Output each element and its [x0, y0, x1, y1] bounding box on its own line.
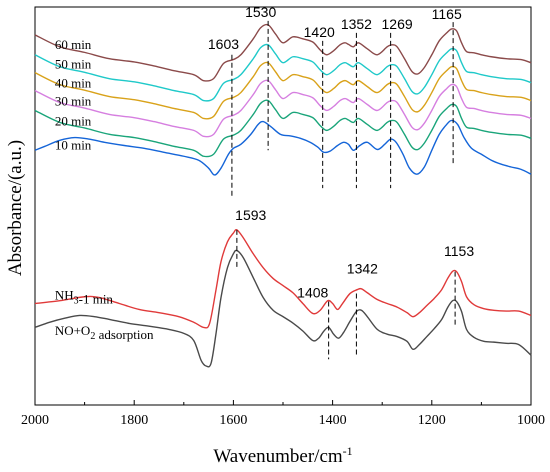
series-line-50-min	[34, 43, 532, 102]
x-tick-label-1800: 1800	[120, 413, 148, 428]
series-label-part: 0	[61, 37, 67, 52]
series-label-part: 5	[55, 57, 62, 72]
peak-label-1352: 1352	[341, 16, 372, 32]
series-label-part: 6	[55, 37, 62, 52]
series-label-40-min: 40 min	[55, 75, 92, 90]
peak-label-1530: 1530	[245, 4, 276, 20]
series-label-part: 4	[55, 75, 62, 90]
series-label-10-min: 10 min	[55, 137, 92, 152]
series-label-part: min	[68, 37, 92, 52]
series-label-part: 3	[74, 296, 79, 307]
series-line-10-min	[34, 119, 532, 176]
series-label-part: 0	[61, 57, 67, 72]
series-label-part: 0	[61, 94, 67, 109]
series-label-part: -	[79, 292, 83, 307]
series-label-part: 0	[61, 75, 67, 90]
series-line-20-min	[34, 99, 532, 158]
series-label-part: NO+O	[55, 323, 90, 338]
x-tick-label-1600: 1600	[219, 413, 247, 428]
series-label-part: NH	[55, 288, 74, 303]
plot-area	[34, 6, 532, 406]
series-label-part: 0	[61, 114, 67, 129]
series-label-60-min: 60 min	[55, 37, 92, 52]
series-label-part: 2	[90, 331, 95, 342]
series-label-no-o2-adsorption: NO+O2 adsorption	[55, 323, 154, 342]
series-line-60-min	[34, 23, 532, 82]
x-axis-title: Wavenumber/cm-1	[213, 444, 352, 467]
x-tick-label-1200: 1200	[418, 413, 446, 428]
peak-label-1269: 1269	[382, 16, 413, 32]
y-axis-title: Absorbance/(a.u.)	[5, 140, 26, 276]
series-label-30-min: 30 min	[55, 94, 92, 109]
series-label-50-min: 50 min	[55, 57, 92, 72]
peak-label-1603: 1603	[208, 36, 239, 52]
x-axis-title-text: Wavenumber/cm	[213, 446, 343, 467]
x-axis-title-sup: -1	[343, 444, 353, 458]
peak-label-1420: 1420	[304, 24, 335, 40]
series-label-part: min	[68, 75, 92, 90]
series-label-part: 1	[55, 137, 62, 152]
series-label-part: adsorption	[95, 327, 154, 342]
series-label-part: 3	[55, 94, 62, 109]
series-label-20-min: 20 min	[55, 114, 92, 129]
x-tick-label-1400: 1400	[319, 413, 347, 428]
peak-label-1153: 1153	[444, 243, 474, 259]
x-tick-label-2000: 2000	[21, 413, 49, 428]
peak-markers: 1603 1530 1420 1352 1269 1165 1593 1408 1342 1153	[208, 4, 474, 360]
series-group	[34, 23, 532, 368]
series-label-part: 1	[83, 292, 90, 307]
series-line-30-min	[34, 79, 532, 138]
series-label-part: min	[68, 94, 92, 109]
series-line-no-o2-adsorption	[34, 249, 532, 368]
series-label-part: min	[68, 114, 92, 129]
series-line-nh3-1-min	[34, 229, 532, 329]
peak-label-1593: 1593	[235, 207, 266, 223]
x-tick-label-1000: 1000	[517, 413, 545, 428]
series-label-part: 2	[55, 114, 62, 129]
series-label-part: min	[68, 137, 92, 152]
series-label-part: min	[89, 292, 113, 307]
series-label-part: min	[68, 57, 92, 72]
x-axis: 2000 1800 1600 1400 1200 1000	[21, 400, 545, 428]
peak-label-1165: 1165	[432, 6, 462, 22]
series-label-nh3-1-min: NH3-1 min	[55, 288, 114, 307]
peak-label-1408: 1408	[297, 285, 328, 301]
series-line-40-min	[34, 61, 532, 120]
peak-label-1342: 1342	[347, 261, 378, 277]
series-label-part: 0	[61, 137, 67, 152]
